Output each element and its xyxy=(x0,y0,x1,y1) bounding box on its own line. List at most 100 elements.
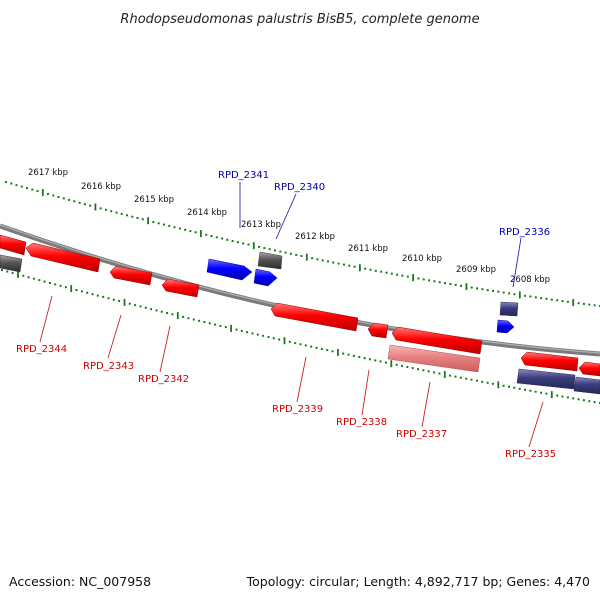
gene-feature-gray-small[interactable] xyxy=(499,301,519,317)
tick-minor xyxy=(182,315,185,318)
tick-minor xyxy=(320,348,323,350)
tick-minor xyxy=(475,379,478,382)
tick-minor xyxy=(295,253,298,256)
tick-minor xyxy=(364,267,367,270)
gene-label-rpd-2340[interactable]: RPD_2340 xyxy=(274,182,325,193)
tick-minor xyxy=(331,350,334,353)
tick-minor xyxy=(272,337,275,340)
kbp-label: 2616 kbp xyxy=(81,182,121,192)
gene-feature-left-edge-red[interactable] xyxy=(0,234,27,256)
tick-minor xyxy=(342,352,345,355)
tick-minor xyxy=(454,283,457,286)
tick-minor xyxy=(10,182,13,185)
tick-minor xyxy=(160,310,163,313)
gene-label-rpd-2344[interactable]: RPD_2344 xyxy=(16,344,67,355)
tick-major xyxy=(390,360,393,368)
tick-minor xyxy=(150,308,153,311)
tick-minor xyxy=(417,368,419,371)
tick-minor xyxy=(102,295,105,298)
gene-feature-rpd-2336[interactable] xyxy=(496,319,515,334)
tick-minor xyxy=(326,349,329,352)
tick-minor xyxy=(379,360,382,363)
tick-minor xyxy=(194,231,197,234)
tick-minor xyxy=(337,262,340,265)
tick-minor xyxy=(438,372,441,375)
gene-feature-rpd-2342[interactable] xyxy=(161,278,200,298)
tick-minor xyxy=(593,401,596,404)
tick-minor xyxy=(26,187,28,190)
tick-minor xyxy=(368,358,371,361)
tick-minor xyxy=(540,391,543,394)
tick-minor xyxy=(128,302,131,305)
gene-label-rpd-2338[interactable]: RPD_2338 xyxy=(336,417,387,428)
tick-minor xyxy=(545,297,548,300)
gene-label-rpd-2341[interactable]: RPD_2341 xyxy=(218,170,269,181)
tick-minor xyxy=(513,386,516,389)
gene-label-rpd-2342[interactable]: RPD_2342 xyxy=(138,374,189,385)
tick-minor xyxy=(215,236,218,239)
gene-feature-rpd-2344[interactable] xyxy=(25,242,101,273)
gene-feature-rpd-2340[interactable] xyxy=(253,268,278,287)
gene-label-rpd-2339[interactable]: RPD_2339 xyxy=(272,404,323,415)
gene-label-rpd-2343[interactable]: RPD_2343 xyxy=(83,361,134,372)
tick-major xyxy=(70,285,73,293)
gene-label-rpd-2337[interactable]: RPD_2337 xyxy=(396,429,447,440)
tick-minor xyxy=(22,274,25,277)
tick-minor xyxy=(203,321,206,324)
forward-tick-track xyxy=(5,181,600,307)
tick-minor xyxy=(134,304,137,307)
tick-minor xyxy=(157,222,160,225)
tick-minor xyxy=(131,215,134,218)
tick-minor xyxy=(20,185,23,188)
tick-minor xyxy=(214,323,217,326)
tick-major xyxy=(147,217,149,225)
tick-minor xyxy=(155,309,158,312)
gene-feature-rpd-2338[interactable] xyxy=(367,322,389,339)
tick-minor xyxy=(274,249,276,252)
tick-minor xyxy=(126,214,128,217)
tick-minor xyxy=(75,289,78,291)
tick-minor xyxy=(152,221,155,223)
tick-minor xyxy=(246,331,249,334)
tick-minor xyxy=(240,329,243,332)
tick-minor xyxy=(561,300,564,303)
gene-feature-rpd-2339[interactable] xyxy=(270,302,359,332)
tick-minor xyxy=(288,340,291,343)
gene-feature-left-edge-gray[interactable] xyxy=(0,254,23,273)
gene-label-rpd-2335[interactable]: RPD_2335 xyxy=(505,449,556,460)
tick-minor xyxy=(396,273,399,276)
tick-minor xyxy=(279,250,282,253)
tick-minor xyxy=(173,226,176,229)
tick-minor xyxy=(205,233,208,236)
tick-minor xyxy=(242,242,245,245)
tick-minor xyxy=(513,293,516,296)
gene-feature-right-edge-red[interactable] xyxy=(578,361,600,377)
tick-minor xyxy=(449,283,452,285)
tick-minor xyxy=(332,261,335,264)
gene-label-rpd-2336[interactable]: RPD_2336 xyxy=(499,227,550,238)
tick-major xyxy=(305,253,308,261)
tick-minor xyxy=(310,345,313,348)
tick-minor xyxy=(1,269,3,271)
tick-minor xyxy=(321,259,324,262)
gene-feature-gray-upper[interactable] xyxy=(257,251,283,270)
tick-minor xyxy=(89,204,92,207)
gene-feature-rpd-2337[interactable] xyxy=(387,326,483,373)
tick-minor xyxy=(52,194,55,197)
tick-minor xyxy=(476,287,478,290)
tick-minor xyxy=(588,400,591,403)
tick-minor xyxy=(486,381,489,384)
gene-feature-rpd-2335[interactable] xyxy=(516,351,579,390)
tick-minor xyxy=(582,302,585,305)
gene-feature-right-edge-navy[interactable] xyxy=(573,376,600,395)
tick-minor xyxy=(327,260,329,263)
tick-minor xyxy=(508,292,511,295)
gene-feature-rpd-2341[interactable] xyxy=(206,258,253,281)
gene-feature-rpd-2343[interactable] xyxy=(109,265,153,286)
reverse-leader-lines xyxy=(39,295,544,448)
tick-minor xyxy=(64,286,67,289)
tick-minor xyxy=(59,284,62,287)
tick-minor xyxy=(171,313,174,316)
tick-minor xyxy=(139,305,142,308)
